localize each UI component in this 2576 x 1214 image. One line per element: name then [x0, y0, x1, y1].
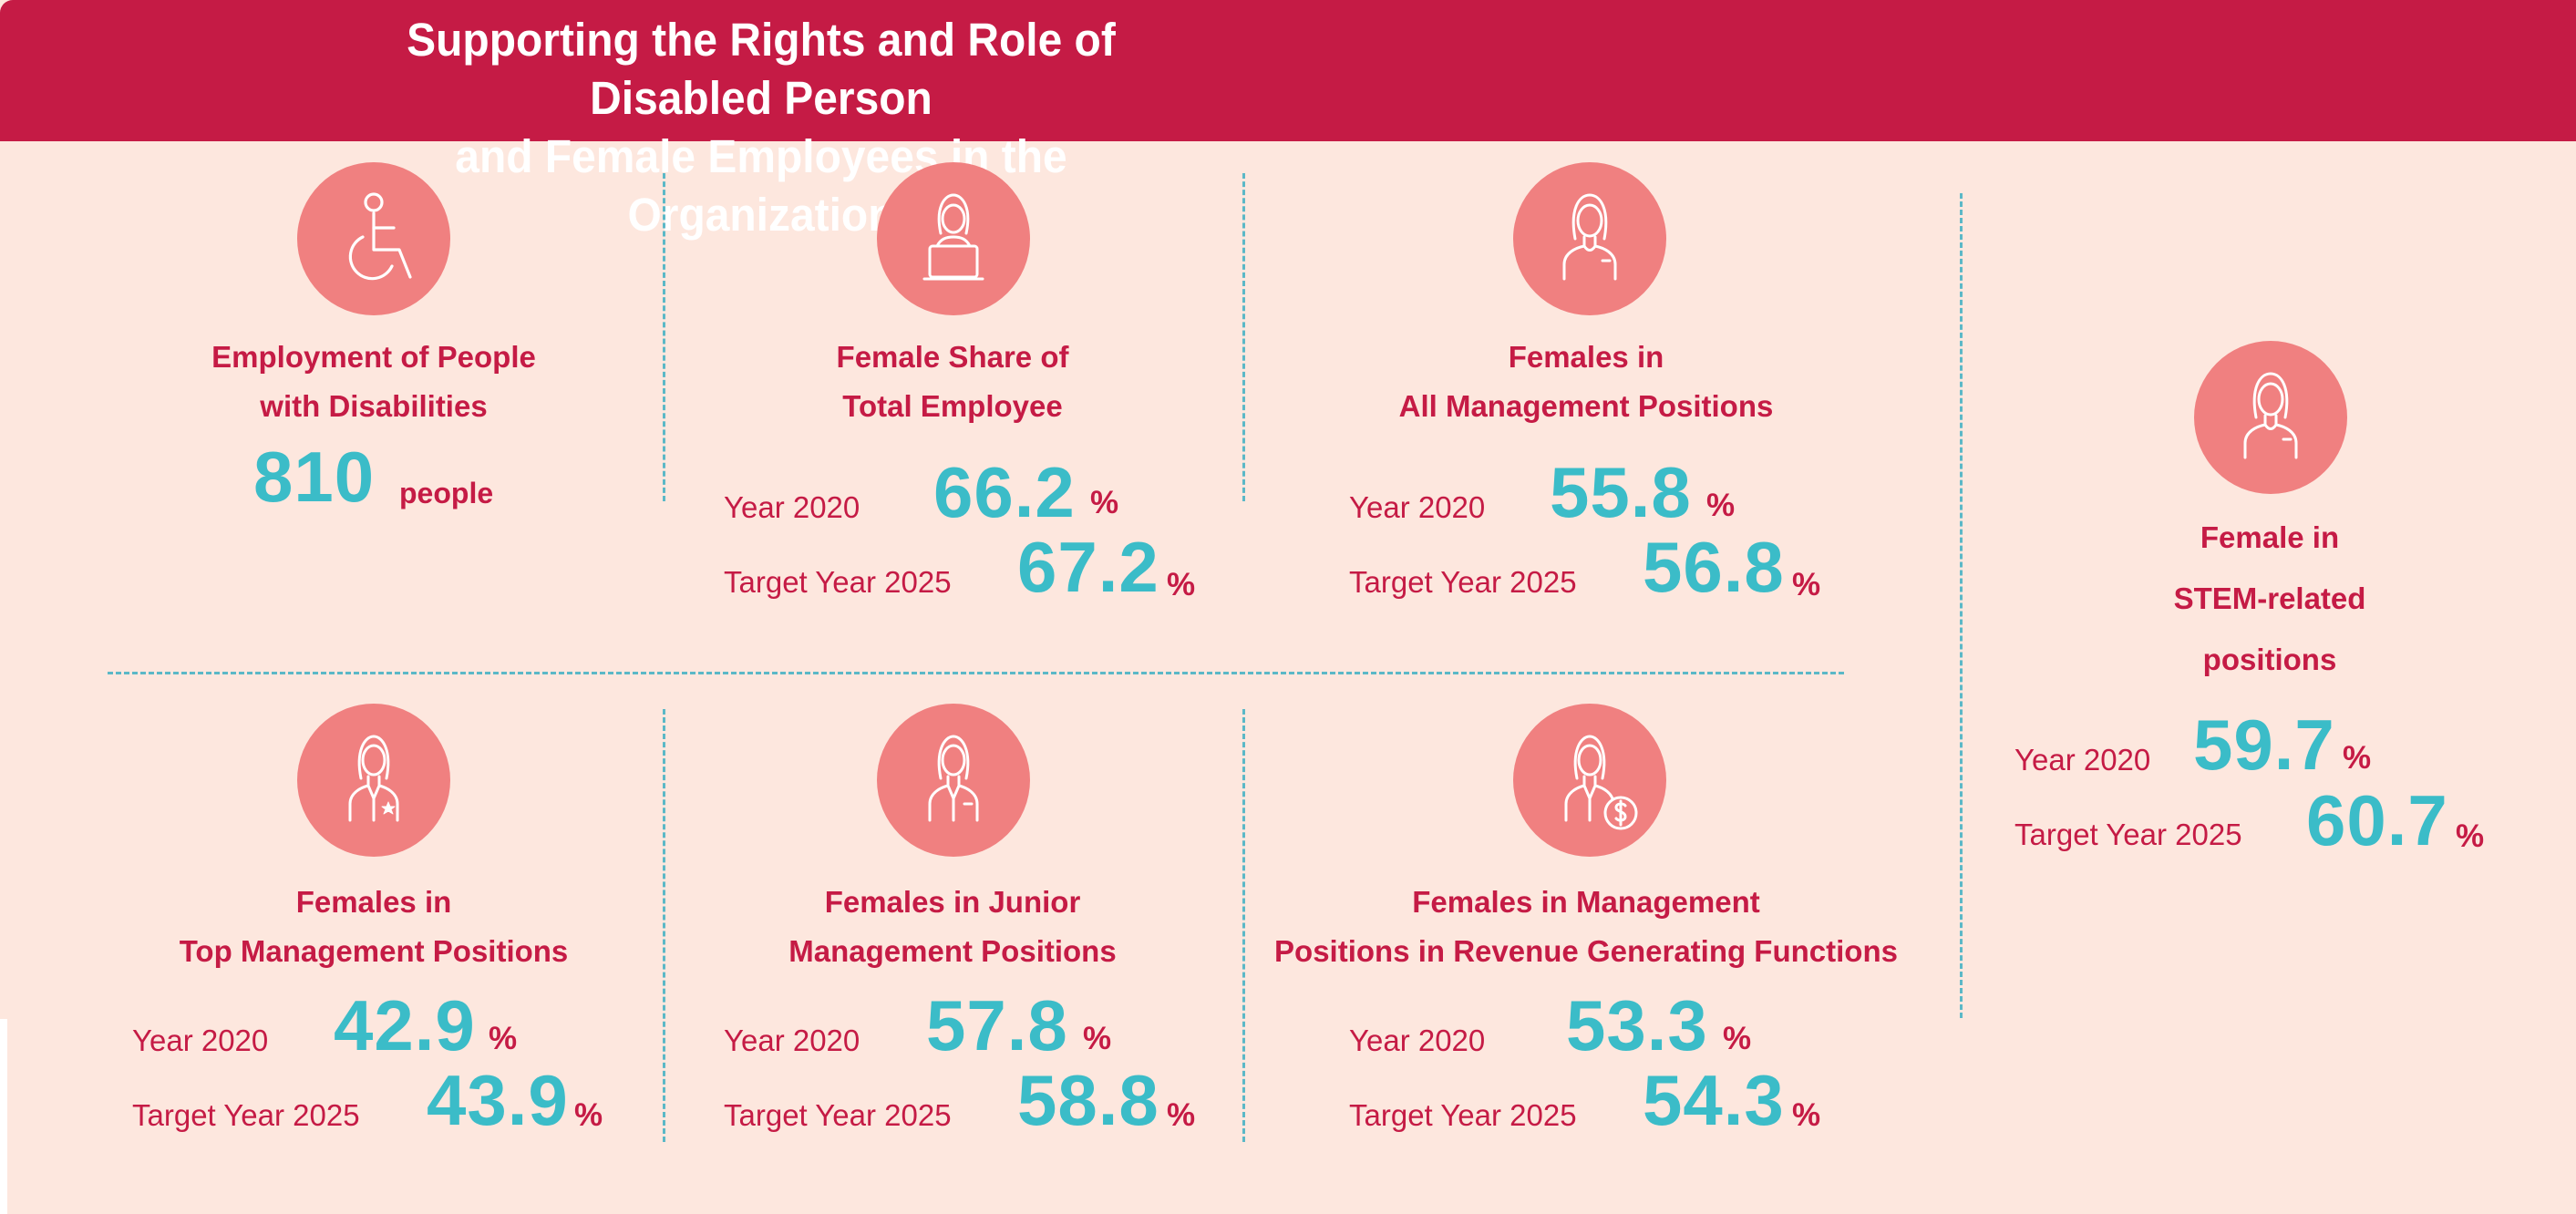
disabilities-unit: people: [399, 477, 494, 509]
revenue-management-year-label: Year 2020: [1349, 1024, 1486, 1057]
stem-target-label: Target Year 2025: [2014, 818, 2242, 851]
stem-label: Female in STEM-related positions: [2173, 520, 2366, 676]
top-management-label: Females in Top Management Positions: [179, 885, 569, 968]
revenue-management-year-value: 53.3: [1566, 985, 1708, 1065]
corner-notch: [0, 1019, 7, 1214]
all-management-year-value: 55.8: [1550, 452, 1692, 532]
stem-target-value: 60.7: [2306, 780, 2448, 860]
woman-laptop-icon: [877, 162, 1030, 315]
woman-star-icon: [297, 704, 450, 857]
percent-unit: %: [2343, 740, 2372, 776]
junior-management-target-label: Target Year 2025: [724, 1098, 952, 1132]
side-background: [1912, 0, 2576, 1214]
percent-unit: %: [1723, 1021, 1752, 1056]
revenue-management-label: Females in Management Positions in Reven…: [1274, 885, 1898, 968]
woman-dollar-icon: [1513, 704, 1666, 857]
title-line-1: Supporting the Rights and Role of Disabl…: [407, 14, 1116, 124]
all-management-target-label: Target Year 2025: [1349, 565, 1577, 599]
wheelchair-icon: [297, 162, 450, 315]
all-management-label: Females in All Management Positions: [1398, 340, 1774, 423]
junior-management-label: Females in Junior Management Positions: [788, 885, 1117, 968]
percent-unit: %: [2456, 818, 2485, 854]
revenue-management-target-label: Target Year 2025: [1349, 1098, 1577, 1132]
divider-vertical: [663, 173, 665, 501]
divider-vertical: [1242, 709, 1245, 1142]
divider-vertical: [1242, 173, 1245, 501]
top-management-target-value: 43.9: [427, 1060, 569, 1140]
page-title: Supporting the Rights and Role of Disabl…: [406, 11, 1117, 244]
divider-vertical: [663, 709, 665, 1142]
female-share-target-value: 67.2: [1017, 527, 1159, 607]
divider-vertical: [1960, 193, 1963, 1018]
stem-year-label: Year 2020: [2014, 743, 2151, 777]
percent-unit: %: [1167, 1097, 1196, 1133]
percent-unit: %: [1792, 567, 1821, 602]
header-banner: Supporting the Rights and Role of Disabl…: [0, 0, 2576, 241]
percent-unit: %: [1792, 1097, 1821, 1133]
disabilities-label: Employment of People with Disabilities: [211, 340, 536, 423]
female-share-target-label: Target Year 2025: [724, 565, 952, 599]
all-management-target-value: 56.8: [1643, 527, 1785, 607]
junior-management-year-value: 57.8: [926, 985, 1068, 1065]
percent-unit: %: [489, 1021, 518, 1056]
all-management-year-label: Year 2020: [1349, 490, 1486, 524]
percent-unit: %: [1167, 567, 1196, 602]
woman-icon: [2194, 341, 2347, 494]
stem-year-value: 59.7: [2193, 705, 2335, 785]
top-management-year-label: Year 2020: [132, 1024, 269, 1057]
woman-icon: [1513, 162, 1666, 315]
top-management-target-label: Target Year 2025: [132, 1098, 360, 1132]
woman-suit-icon: [877, 704, 1030, 857]
percent-unit: %: [1706, 488, 1736, 523]
female-share-year-value: 66.2: [933, 452, 1076, 532]
divider-horizontal: [108, 672, 1844, 674]
female-share-year-label: Year 2020: [724, 490, 860, 524]
junior-management-year-label: Year 2020: [724, 1024, 860, 1057]
disabilities-value: 810: [253, 437, 376, 517]
female-share-label: Female Share of Total Employee: [836, 340, 1069, 423]
top-management-year-value: 42.9: [334, 985, 476, 1065]
revenue-management-target-value: 54.3: [1643, 1060, 1785, 1140]
percent-unit: %: [1090, 485, 1119, 520]
junior-management-target-value: 58.8: [1017, 1060, 1159, 1140]
percent-unit: %: [574, 1097, 603, 1133]
percent-unit: %: [1083, 1021, 1112, 1056]
